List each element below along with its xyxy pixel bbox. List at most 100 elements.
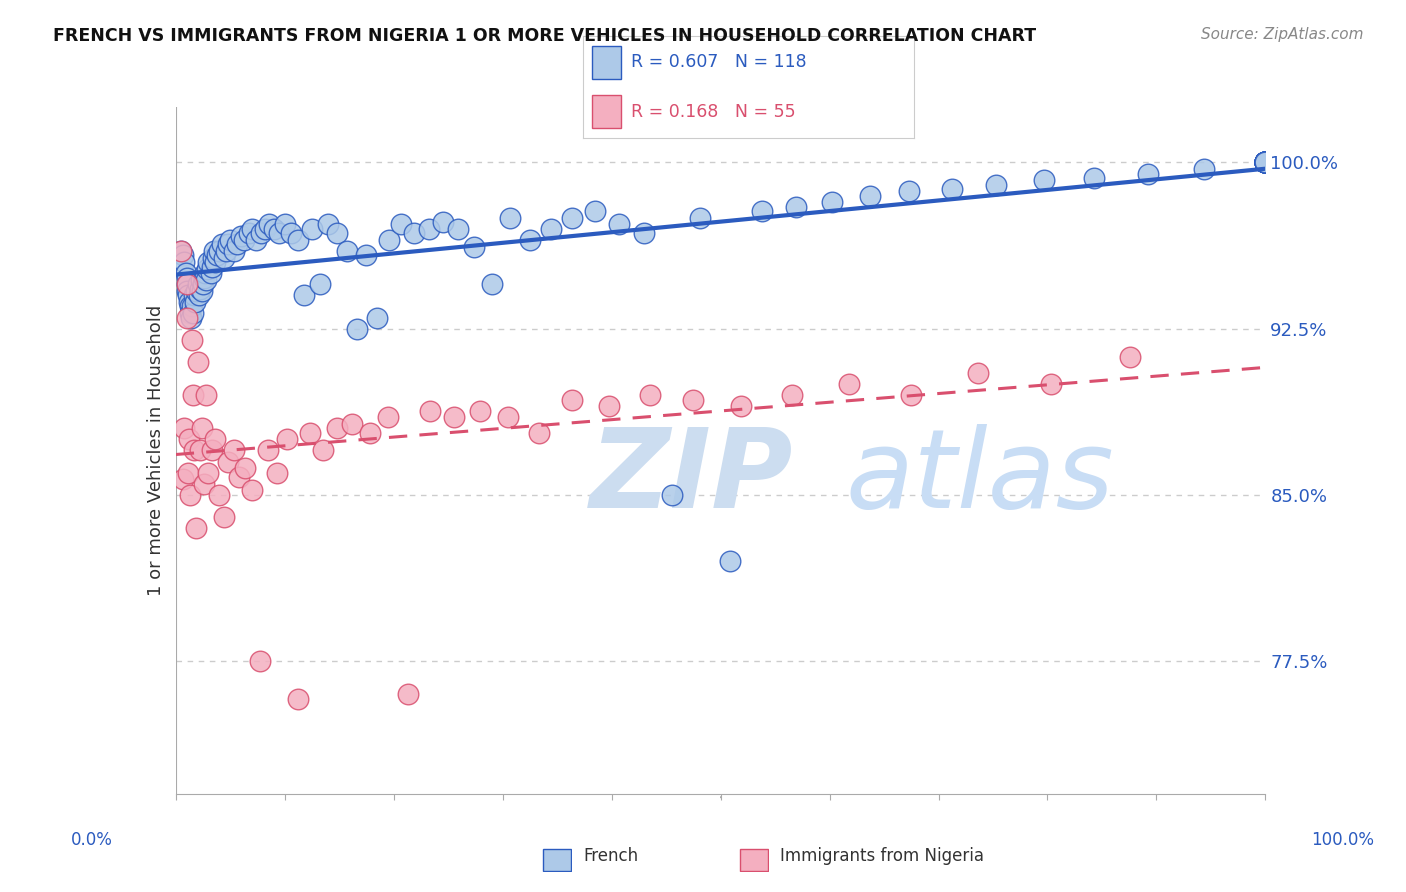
- Point: [176, 284, 198, 298]
- Point: [499, 211, 522, 225]
- Point: [1254, 155, 1277, 169]
- Point: [1254, 155, 1277, 169]
- Point: [225, 237, 247, 252]
- Point: [205, 248, 228, 262]
- Point: [204, 255, 226, 269]
- Point: [496, 410, 519, 425]
- Point: [1254, 155, 1277, 169]
- Point: [1254, 155, 1277, 169]
- Point: [859, 188, 882, 202]
- Point: [1083, 170, 1105, 185]
- Point: [191, 277, 214, 292]
- Point: [1254, 155, 1277, 169]
- Point: [215, 244, 238, 258]
- Point: [1254, 155, 1277, 169]
- Text: FRENCH VS IMMIGRANTS FROM NIGERIA 1 OR MORE VEHICLES IN HOUSEHOLD CORRELATION CH: FRENCH VS IMMIGRANTS FROM NIGERIA 1 OR M…: [53, 27, 1036, 45]
- Point: [366, 310, 388, 325]
- Point: [170, 244, 193, 258]
- Point: [292, 288, 315, 302]
- Text: 100.0%: 100.0%: [1312, 830, 1374, 848]
- Point: [176, 277, 198, 292]
- Point: [1194, 162, 1216, 177]
- Point: [170, 244, 193, 258]
- Point: [179, 488, 201, 502]
- Point: [326, 421, 349, 435]
- Point: [179, 300, 201, 314]
- Point: [1254, 155, 1277, 169]
- Point: [318, 218, 340, 232]
- Point: [359, 425, 381, 440]
- Point: [211, 237, 233, 252]
- Point: [287, 233, 309, 247]
- Text: R = 0.607   N = 118: R = 0.607 N = 118: [631, 54, 807, 71]
- Point: [540, 222, 562, 236]
- Point: [1254, 155, 1277, 169]
- Point: [633, 227, 655, 241]
- Point: [326, 227, 349, 241]
- Point: [183, 288, 205, 302]
- Point: [396, 687, 419, 701]
- Point: [966, 366, 988, 380]
- Point: [287, 691, 309, 706]
- Point: [751, 204, 773, 219]
- Point: [173, 421, 195, 435]
- Point: [186, 284, 208, 298]
- Point: [378, 233, 401, 247]
- Point: [276, 433, 298, 447]
- Point: [1254, 155, 1277, 169]
- Point: [1254, 155, 1277, 169]
- Point: [222, 244, 245, 258]
- Point: [179, 306, 201, 320]
- Point: [228, 470, 250, 484]
- Point: [443, 410, 465, 425]
- Point: [1119, 351, 1142, 365]
- Point: [1254, 155, 1277, 169]
- Point: [197, 466, 219, 480]
- Point: [463, 239, 485, 253]
- Point: [184, 295, 207, 310]
- Point: [312, 443, 335, 458]
- Point: [177, 466, 200, 480]
- Point: [217, 454, 239, 468]
- Point: [638, 388, 661, 402]
- Point: [188, 443, 211, 458]
- Point: [176, 310, 198, 325]
- Point: [172, 248, 194, 262]
- Point: [1254, 155, 1277, 169]
- Point: [181, 388, 204, 402]
- Point: [177, 288, 200, 302]
- Point: [598, 399, 620, 413]
- Point: [346, 321, 368, 335]
- Point: [195, 261, 218, 276]
- Point: [274, 218, 297, 232]
- FancyBboxPatch shape: [543, 848, 571, 871]
- Text: R = 0.168   N = 55: R = 0.168 N = 55: [631, 103, 796, 120]
- Y-axis label: 1 or more Vehicles in Household: 1 or more Vehicles in Household: [146, 305, 165, 596]
- Point: [1254, 155, 1277, 169]
- Point: [404, 227, 426, 241]
- Point: [301, 222, 323, 236]
- Point: [176, 270, 198, 285]
- Point: [1254, 155, 1277, 169]
- Point: [280, 227, 302, 241]
- Point: [240, 222, 263, 236]
- Point: [1254, 155, 1277, 169]
- Point: [1254, 155, 1277, 169]
- Point: [254, 222, 277, 236]
- Point: [235, 461, 257, 475]
- Point: [583, 204, 606, 219]
- Point: [1254, 155, 1277, 169]
- Point: [186, 355, 209, 369]
- Point: [263, 222, 285, 236]
- Point: [231, 228, 253, 243]
- Point: [1033, 173, 1056, 187]
- Point: [181, 333, 204, 347]
- Point: [233, 233, 256, 247]
- FancyBboxPatch shape: [592, 95, 621, 128]
- Point: [481, 277, 503, 292]
- Point: [208, 244, 231, 258]
- Point: [782, 388, 804, 402]
- Point: [1254, 155, 1277, 169]
- Point: [222, 443, 245, 458]
- Text: Immigrants from Nigeria: Immigrants from Nigeria: [780, 847, 984, 864]
